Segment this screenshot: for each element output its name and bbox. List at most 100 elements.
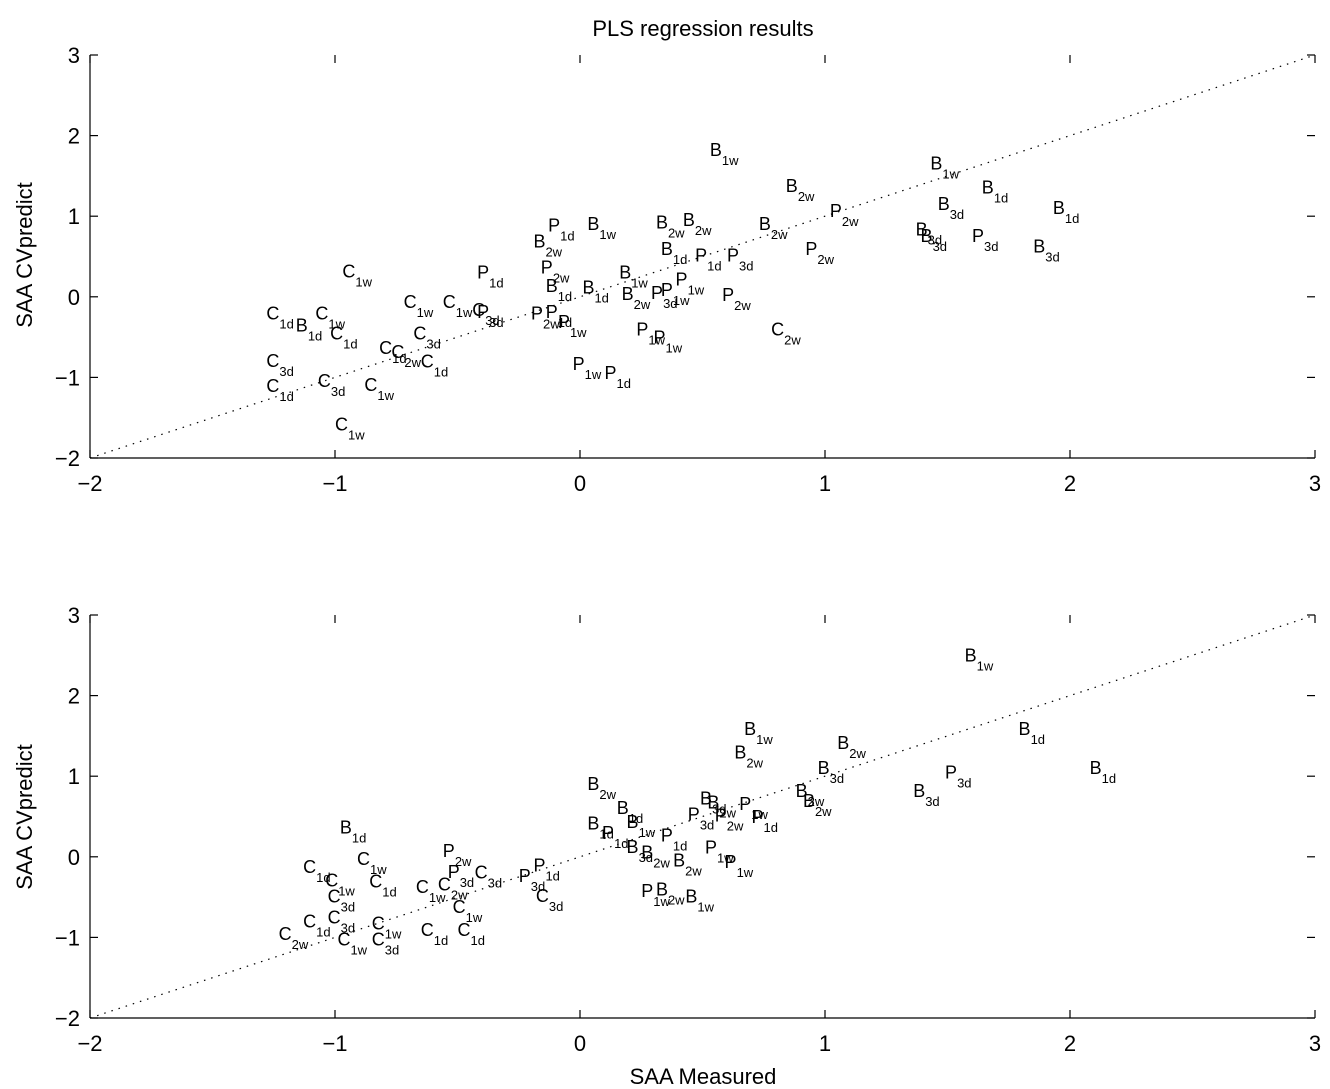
data-point-label: P2w <box>722 285 751 313</box>
data-point-label: B1w <box>619 262 648 290</box>
x-tick-label: 0 <box>574 471 586 496</box>
data-point-label: P2w <box>805 239 834 267</box>
bottom-y-axis-title: SAA CVpredict <box>12 744 37 890</box>
y-tick-label: −2 <box>55 446 80 471</box>
data-point-label: B3d <box>1033 236 1059 264</box>
data-point-label: C3d <box>413 324 440 352</box>
data-point-label: B2w <box>656 879 685 907</box>
x-tick-label: −2 <box>77 1031 102 1056</box>
data-point-label: P1d <box>661 825 687 853</box>
data-point-label: P3d <box>519 866 545 894</box>
data-point-label: B3d <box>913 781 939 809</box>
data-point-label: P2w <box>715 805 744 833</box>
data-point-label: B2w <box>837 733 866 761</box>
data-point-label: P1d <box>602 823 628 851</box>
data-point-label: P2w <box>830 201 859 229</box>
data-point-label: P3d <box>448 862 474 890</box>
data-point-label: C1d <box>266 376 293 404</box>
data-point-label: C1d <box>421 352 448 380</box>
data-point-label: B2w <box>533 232 562 260</box>
data-point-label: B1d <box>587 813 613 841</box>
data-point-label: C2w <box>771 319 801 347</box>
x-tick-label: 2 <box>1064 471 1076 496</box>
identity-reference-line <box>89 614 1316 1019</box>
data-point-label: C1d <box>458 920 485 948</box>
data-point-label: B1d <box>340 817 366 845</box>
data-point-label: C1w <box>453 897 483 925</box>
data-point-label: P1d <box>477 262 503 290</box>
y-tick-label: 2 <box>68 124 80 149</box>
data-point-label: B1d <box>582 278 608 306</box>
data-point-label: B1w <box>685 887 714 915</box>
x-tick-label: −2 <box>77 471 102 496</box>
data-point-label: B1d <box>1090 758 1116 786</box>
data-point-label: P1d <box>548 216 574 244</box>
x-tick-label: 3 <box>1309 1031 1321 1056</box>
data-point-label: P1w <box>725 852 754 880</box>
data-point-label: B2w <box>786 176 815 204</box>
data-point-label: P3d <box>477 302 503 330</box>
data-point-label: B3d <box>818 758 844 786</box>
data-point-label: C1w <box>357 849 387 877</box>
data-point-label: B3d <box>916 220 942 248</box>
data-point-label: B3d <box>627 837 653 865</box>
data-point-label: B2w <box>803 791 832 819</box>
data-point-label: P1w <box>573 354 602 382</box>
data-point-label: P1w <box>654 328 683 356</box>
data-point-label: C3d <box>372 929 399 957</box>
x-tick-label: 1 <box>819 1031 831 1056</box>
data-point-label: P2w <box>531 303 560 331</box>
x-tick-label: 2 <box>1064 1031 1076 1056</box>
data-point-label: B2w <box>622 284 651 312</box>
chart-title: PLS regression results <box>592 16 813 41</box>
data-point-label: P1w <box>636 319 665 347</box>
data-point-label: P1d <box>752 807 778 835</box>
top-y-axis-title: SAA CVpredict <box>12 182 37 328</box>
data-point-label: P3d <box>688 805 714 833</box>
data-point-label: P1w <box>641 881 670 909</box>
y-tick-label: 3 <box>68 603 80 628</box>
data-point-label: C1d <box>303 912 330 940</box>
data-point-label: B2w <box>673 850 702 878</box>
data-point-label: B1d <box>296 315 322 343</box>
data-point-label: B1w <box>744 719 773 747</box>
data-point-label: C1d <box>303 857 330 885</box>
data-point-label: B3d <box>700 788 726 816</box>
data-point-label: C3d <box>472 300 499 328</box>
data-point-label: C1w <box>325 871 355 899</box>
data-point-label: B1w <box>965 646 994 674</box>
data-point-label: B2w <box>641 842 670 870</box>
data-point-label: B1d <box>546 276 572 304</box>
y-tick-label: −2 <box>55 1006 80 1031</box>
data-point-label: B2w <box>734 742 763 770</box>
data-point-label: C3d <box>328 887 355 915</box>
data-point-label: C1w <box>416 877 446 905</box>
data-point-label: C1w <box>372 913 402 941</box>
data-point-label: C1w <box>443 292 473 320</box>
data-point-label: C3d <box>328 908 355 936</box>
y-tick-label: 0 <box>68 285 80 310</box>
data-point-label: P1w <box>676 270 705 298</box>
data-point-label: B2w <box>683 210 712 238</box>
data-point-label: C1d <box>421 920 448 948</box>
data-point-label: B2w <box>707 792 736 820</box>
data-point-label: B2w <box>656 212 685 240</box>
data-point-label: B1d <box>1019 719 1045 747</box>
x-tick-label: 0 <box>574 1031 586 1056</box>
data-point-label: P3d <box>727 245 753 273</box>
x-tick-label: −1 <box>322 471 347 496</box>
data-point-label: C2w <box>438 875 468 903</box>
data-point-label: P2w <box>443 841 472 869</box>
data-point-label: C1d <box>266 303 293 331</box>
x-tick-label: 3 <box>1309 471 1321 496</box>
y-tick-label: 0 <box>68 845 80 870</box>
y-tick-label: −1 <box>55 925 80 950</box>
data-point-label: C1w <box>315 303 345 331</box>
data-point-label: P1w <box>661 280 690 308</box>
data-point-label: P2w <box>541 257 570 285</box>
data-point-label: C1d <box>330 324 357 352</box>
data-point-label: B2w <box>587 774 616 802</box>
data-point-label: B1d <box>661 239 687 267</box>
